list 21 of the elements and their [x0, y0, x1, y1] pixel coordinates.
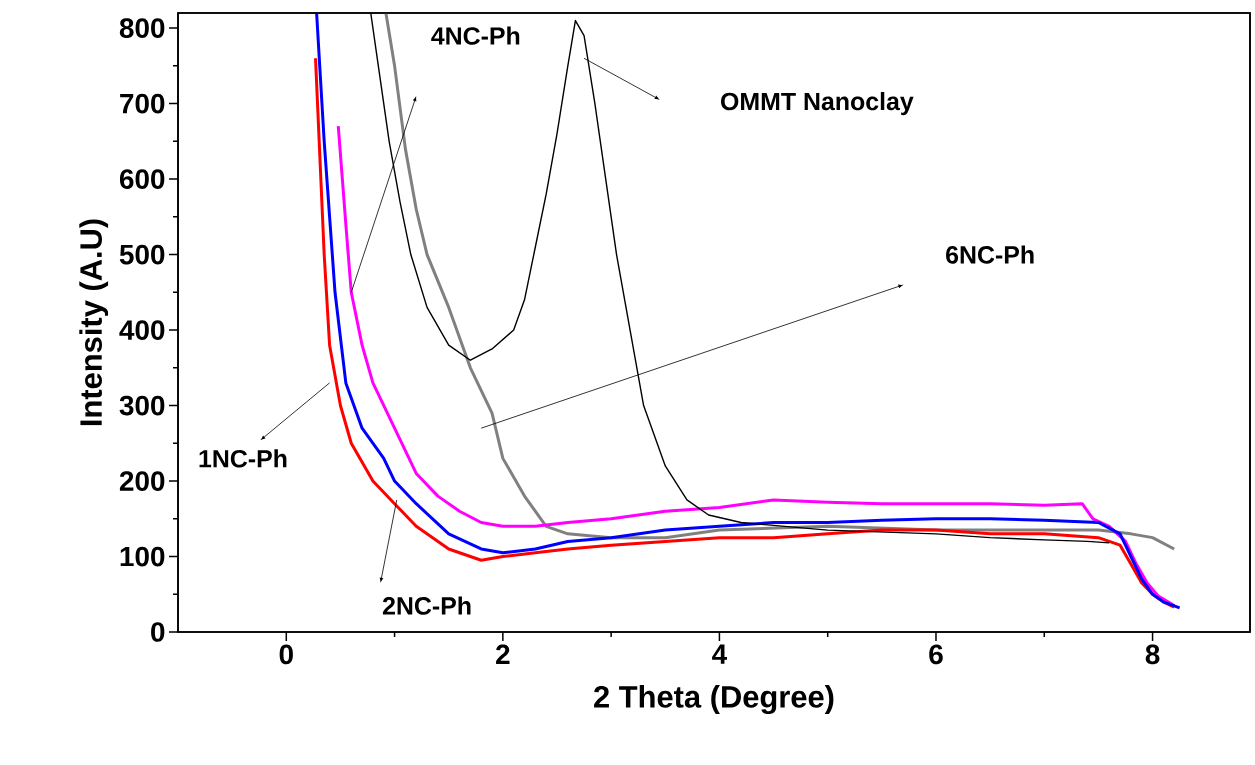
annotation: 1NC-Ph — [199, 449, 287, 468]
y-tick-label: 0 — [151, 622, 165, 642]
x-tick-label: 6 — [929, 644, 943, 665]
x-tick-label: 8 — [1145, 644, 1160, 665]
x-tick-label: 4 — [712, 644, 728, 664]
y-tick-label: 300 — [119, 395, 165, 416]
y-tick-label: 400 — [119, 320, 165, 340]
x-tick-label: 2 — [496, 644, 510, 664]
annotation: 2NC-Ph — [382, 596, 471, 615]
annotation: 6NC-Ph — [946, 245, 1034, 264]
x-tick-label: 0 — [279, 644, 293, 665]
annotation: 4NC-Ph — [431, 26, 520, 45]
y-tick-label: 100 — [120, 546, 165, 567]
y-tick-label: 700 — [120, 93, 165, 114]
y-tick-label: 200 — [119, 471, 165, 491]
y-tick-label: 800 — [119, 18, 165, 38]
y-axis-title: Intensity (A.U) — [79, 219, 109, 426]
annotation: OMMT Nanoclay — [721, 91, 914, 116]
y-tick-label: 600 — [119, 169, 165, 189]
y-tick-label: 500 — [119, 244, 165, 265]
x-axis-title: 2 Theta (Degree) — [594, 685, 834, 715]
